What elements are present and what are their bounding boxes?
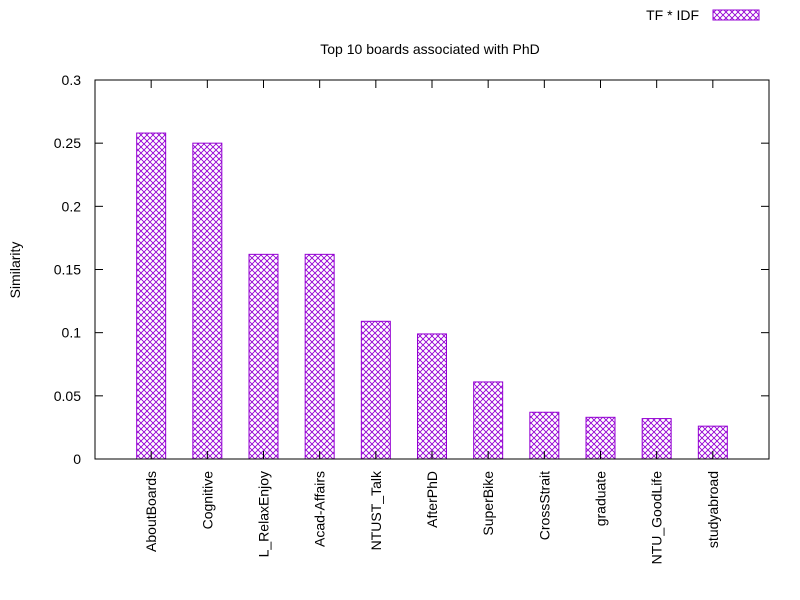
y-tick-label: 0 [73, 451, 81, 467]
bars-group [136, 132, 728, 460]
legend: TF * IDF [646, 7, 760, 23]
y-tick-label: 0.25 [54, 135, 81, 151]
legend-swatch [712, 9, 760, 21]
x-tick-label: graduate [593, 471, 609, 526]
y-axis-label: Similarity [7, 242, 23, 299]
x-tick-label: CrossStrait [536, 471, 552, 540]
legend-label: TF * IDF [646, 7, 699, 23]
x-tick-label: NTUST_Talk [368, 470, 384, 550]
x-tick-label: NTU_GoodLife [649, 471, 665, 565]
bar-l-relaxenjoy [248, 253, 279, 460]
chart-title: Top 10 boards associated with PhD [320, 41, 539, 57]
y-tick-label: 0.2 [62, 198, 82, 214]
bar-ntust-talk [360, 320, 391, 460]
bar-superbike [473, 381, 504, 460]
y-tick-label: 0.05 [54, 388, 81, 404]
bar-afterphd [417, 333, 447, 460]
x-tick-label: AfterPhD [424, 471, 440, 528]
x-tick-label: studyabroad [705, 471, 721, 548]
bar-aboutboards [136, 132, 167, 460]
y-tick-label: 0.1 [62, 325, 82, 341]
x-tick-label: SuperBike [480, 471, 496, 536]
y-tick-label: 0.3 [62, 72, 82, 88]
x-tick-label: Cognitive [199, 471, 215, 530]
y-tick-label: 0.15 [54, 262, 81, 278]
x-tick-label: AboutBoards [143, 471, 159, 552]
x-tick-label: Acad-Affairs [312, 471, 328, 547]
x-axis-ticks: AboutBoards Cognitive L_RelaxEnjoy Acad-Aff… [143, 80, 721, 564]
y-axis-ticks: 0 0.05 0.1 0.15 0.2 0.25 0.3 [54, 72, 769, 467]
bar-cognitive [192, 142, 223, 460]
bar-acad-affairs [304, 253, 335, 460]
x-tick-label: L_RelaxEnjoy [256, 471, 272, 557]
